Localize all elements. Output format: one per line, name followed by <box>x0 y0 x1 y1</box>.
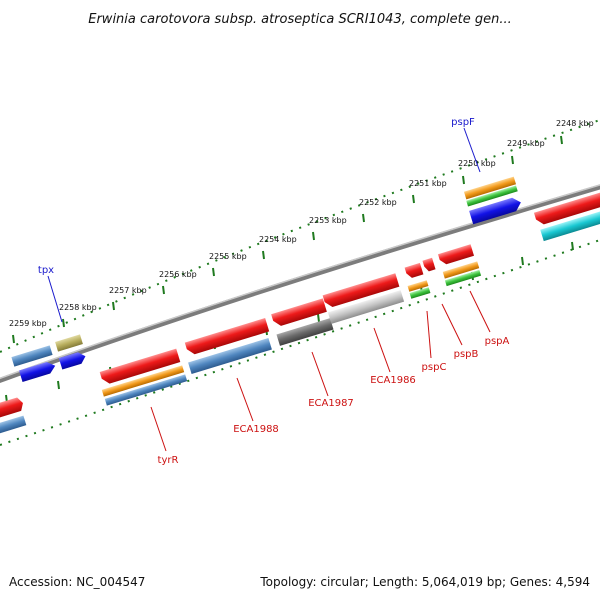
tick-label: 2254 kbp <box>259 235 297 244</box>
tick-track-upper <box>0 119 600 353</box>
leader-line <box>311 351 329 397</box>
gene-arrow[interactable] <box>322 273 400 309</box>
major-ticks <box>5 135 574 404</box>
major-tick <box>412 194 415 204</box>
gene-arrow[interactable] <box>0 396 25 426</box>
major-tick <box>312 231 315 241</box>
gene-feature[interactable] <box>188 337 272 375</box>
tick-track-lower <box>0 239 600 446</box>
leader-line <box>373 327 391 373</box>
gene-labels: pspF tpx pspA pspB pspC ECA1986 ECA1987 … <box>38 117 510 466</box>
gene-label-ECA1986[interactable]: ECA1986 <box>370 375 416 386</box>
gene-arrow[interactable] <box>99 348 181 386</box>
gene-label-pspC[interactable]: pspC <box>422 362 447 373</box>
tick-label: 2249 kbp <box>507 139 545 148</box>
major-tick <box>511 155 514 165</box>
reverse-features <box>0 185 600 442</box>
gene-feature[interactable] <box>327 290 405 324</box>
tick-label: 2257 kbp <box>109 286 147 295</box>
gene-label-ECA1988[interactable]: ECA1988 <box>233 424 279 435</box>
tick-label: 2258 kbp <box>59 303 97 312</box>
gene-arrow[interactable] <box>19 360 57 383</box>
leader-line <box>47 275 63 323</box>
leader-line <box>441 303 463 346</box>
leader-line <box>236 377 254 422</box>
leader-line <box>150 406 167 452</box>
tick-label: 2252 kbp <box>359 198 397 207</box>
genome-summary-text: Topology: circular; Length: 5,064,019 bp… <box>259 575 590 589</box>
gene-feature[interactable] <box>0 415 27 442</box>
major-tick <box>162 285 165 295</box>
gene-feature[interactable] <box>409 287 431 299</box>
gene-feature[interactable] <box>11 345 53 367</box>
gene-arrow[interactable] <box>533 185 600 226</box>
gene-label-pspA[interactable]: pspA <box>485 336 510 347</box>
accession-text: Accession: NC_004547 <box>9 575 145 589</box>
tick-label: 2248 kbp <box>556 119 594 128</box>
major-tick <box>57 380 60 390</box>
gene-feature[interactable] <box>407 280 429 292</box>
gene-label-pspF[interactable]: pspF <box>451 117 475 128</box>
tick-labels: 2248 kbp 2249 kbp 2250 kbp 2251 kbp 2252… <box>9 119 594 328</box>
leader-line <box>469 290 491 333</box>
major-tick <box>362 213 365 223</box>
gene-feature[interactable] <box>463 176 517 200</box>
gene-arrow[interactable] <box>437 244 475 265</box>
gene-feature[interactable] <box>540 202 600 242</box>
gene-feature[interactable] <box>104 374 188 406</box>
tick-label: 2255 kbp <box>209 252 247 261</box>
major-tick <box>62 318 65 328</box>
gene-feature[interactable] <box>101 365 185 397</box>
gene-label-ECA1987[interactable]: ECA1987 <box>308 398 354 409</box>
leader-line <box>463 127 481 173</box>
tick-label: 2251 kbp <box>409 179 447 188</box>
major-tick <box>12 334 15 344</box>
gene-feature[interactable] <box>55 334 83 352</box>
leader-line <box>426 310 432 359</box>
tick-label: 2259 kbp <box>9 319 47 328</box>
gene-label-tyrR[interactable]: tyrR <box>158 455 179 466</box>
label-leaders <box>47 127 491 452</box>
gene-arrow[interactable] <box>469 196 523 225</box>
forward-features <box>11 176 523 383</box>
major-tick <box>212 267 215 277</box>
gene-label-tpx[interactable]: tpx <box>38 265 54 276</box>
map-title: Erwinia carotovora subsp. atroseptica SC… <box>88 12 511 27</box>
major-tick <box>560 135 563 145</box>
gene-arrow[interactable] <box>58 350 87 370</box>
gene-arrow[interactable] <box>404 262 424 279</box>
tick-label: 2253 kbp <box>309 216 347 225</box>
gene-arrow[interactable] <box>271 298 327 327</box>
gene-arrow[interactable] <box>184 318 270 356</box>
gene-feature[interactable] <box>276 318 334 346</box>
major-tick <box>262 250 265 260</box>
gene-feature[interactable] <box>444 269 482 287</box>
gene-label-pspB[interactable]: pspB <box>454 349 479 360</box>
gene-arrow[interactable] <box>422 257 436 272</box>
major-tick <box>317 313 320 323</box>
tick-label: 2256 kbp <box>159 270 197 279</box>
major-tick <box>112 301 115 311</box>
genome-backbone <box>0 184 600 384</box>
major-tick <box>462 175 465 185</box>
major-tick <box>521 256 524 266</box>
gene-feature[interactable] <box>466 185 518 207</box>
major-tick <box>571 241 574 251</box>
gene-feature[interactable] <box>442 261 480 279</box>
